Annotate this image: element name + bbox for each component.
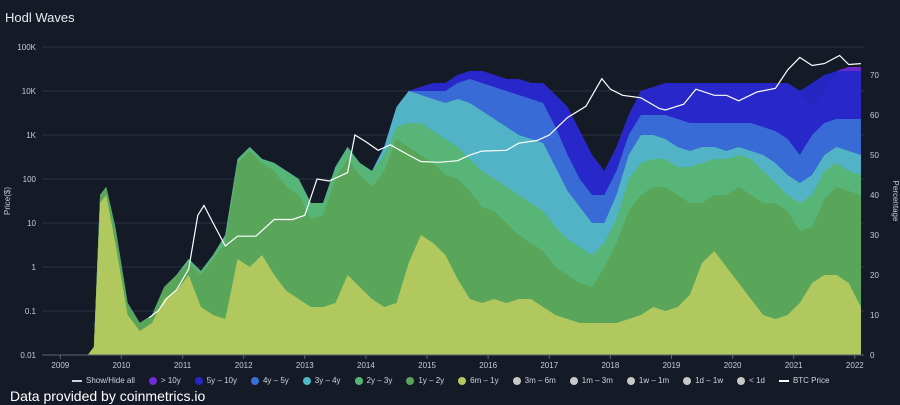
- y-right-tick-label: 20: [870, 271, 879, 280]
- y-left-tick-label: 100: [23, 175, 37, 184]
- legend-item[interactable]: 1d – 1w: [683, 376, 723, 385]
- y-left-tick-label: 1: [32, 263, 37, 272]
- dot-icon: [683, 376, 692, 385]
- legend-item[interactable]: 1m – 3m: [569, 376, 613, 385]
- x-tick-label: 2011: [174, 361, 192, 370]
- y-left-tick-label: 1K: [26, 131, 36, 140]
- legend: Show/Hide all > 10y 5y – 10y 4y – 5y 3y …: [72, 376, 829, 385]
- y-left-axis-title: Price($): [3, 187, 12, 215]
- dot-icon: [626, 376, 635, 385]
- y-right-tick-label: 50: [870, 151, 879, 160]
- legend-item[interactable]: 3y – 4y: [302, 376, 341, 385]
- legend-item[interactable]: 2y – 3y: [354, 376, 393, 385]
- y-right-tick-label: 60: [870, 111, 879, 120]
- x-tick-label: 2010: [113, 361, 131, 370]
- legend-label: 1y – 2y: [418, 376, 445, 385]
- x-tick-label: 2022: [846, 361, 864, 370]
- x-tick-label: 2013: [296, 361, 314, 370]
- dot-icon: [148, 376, 157, 385]
- dot-icon: [250, 376, 259, 385]
- data-credit: Data provided by coinmetrics.io: [8, 388, 208, 404]
- y-right-tick-label: 40: [870, 191, 879, 200]
- legend-label: 1d – 1w: [695, 376, 724, 385]
- legend-item[interactable]: 1w – 1m: [626, 376, 670, 385]
- legend-label: 4y – 5y: [262, 376, 289, 385]
- legend-item[interactable]: 4y – 5y: [250, 376, 289, 385]
- y-right-tick-label: 70: [870, 71, 879, 80]
- y-right-axis-title: Percentage: [891, 181, 900, 222]
- x-tick-label: 2019: [663, 361, 681, 370]
- legend-label: Show/Hide all: [86, 376, 135, 385]
- legend-label: 3m – 6m: [524, 376, 556, 385]
- y-right-tick-label: 10: [870, 311, 879, 320]
- dot-icon: [458, 376, 467, 385]
- y-right-tick-label: 0: [870, 351, 875, 360]
- y-left-tick-label: 100K: [17, 43, 36, 52]
- legend-item[interactable]: 5y – 10y: [194, 376, 237, 385]
- legend-item[interactable]: < 1d: [737, 376, 765, 385]
- legend-label: 2y – 3y: [366, 376, 393, 385]
- legend-label: > 10y: [160, 376, 181, 385]
- legend-item[interactable]: 6m – 1y: [458, 376, 499, 385]
- area-series-6m-1y: [87, 195, 861, 355]
- dot-icon: [737, 376, 746, 385]
- y-left-tick-label: 0.01: [20, 351, 36, 360]
- legend-label: 1w – 1m: [638, 376, 670, 385]
- btc-price-line: [148, 54, 861, 319]
- legend-label: < 1d: [749, 376, 765, 385]
- x-tick-label: 2012: [235, 361, 253, 370]
- dot-icon: [569, 376, 578, 385]
- line-icon: [72, 379, 82, 382]
- legend-item[interactable]: > 10y: [148, 376, 181, 385]
- chart-title: Hodl Waves: [5, 10, 75, 25]
- legend-item[interactable]: 3m – 6m: [512, 376, 556, 385]
- x-tick-label: 2021: [785, 361, 803, 370]
- legend-item-btc-price[interactable]: BTC Price: [778, 376, 830, 385]
- dot-icon: [302, 376, 311, 385]
- x-tick-label: 2018: [601, 361, 619, 370]
- dot-icon: [512, 376, 521, 385]
- legend-label: 6m – 1y: [470, 376, 499, 385]
- dot-icon: [406, 376, 415, 385]
- line-icon: [778, 379, 789, 382]
- dot-icon: [354, 376, 363, 385]
- legend-item[interactable]: 1y – 2y: [406, 376, 444, 385]
- dot-icon: [194, 376, 203, 385]
- y-right-tick-label: 30: [870, 231, 879, 240]
- y-left-tick-label: 0.1: [25, 307, 37, 316]
- legend-label: 3y – 4y: [314, 376, 341, 385]
- x-tick-label: 2014: [357, 361, 375, 370]
- legend-label: 1m – 3m: [581, 376, 613, 385]
- x-tick-label: 2017: [540, 361, 558, 370]
- legend-label: 5y – 10y: [206, 376, 237, 385]
- y-left-tick-label: 10: [27, 219, 36, 228]
- x-tick-label: 2020: [724, 361, 742, 370]
- y-left-tick-label: 10K: [22, 87, 37, 96]
- x-tick-label: 2015: [418, 361, 436, 370]
- x-tick-label: 2009: [51, 361, 69, 370]
- legend-show-hide-all[interactable]: Show/Hide all: [72, 376, 135, 385]
- legend-label: BTC Price: [792, 376, 830, 385]
- x-tick-label: 2016: [479, 361, 497, 370]
